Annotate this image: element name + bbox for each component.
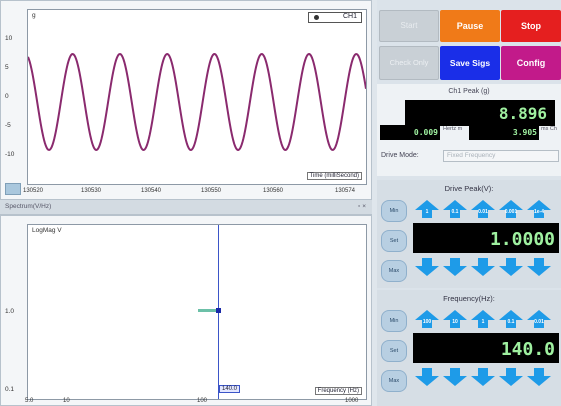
frequency-plot-title: LogMag V [32,227,62,234]
frequency-step-up-3-icon[interactable]: 1 [471,310,495,328]
x-tick: 130540 [141,188,162,194]
start-button[interactable]: Start [379,10,439,42]
y-tick: 0 [5,93,9,100]
frequency-section: Frequency(Hz): Min Set Max 100 10 1 0.1 … [377,290,561,406]
x-tick: 130520 [23,188,44,194]
frequency-value-display: 140.0 [413,333,559,363]
frequency-title: Frequency(Hz): [443,294,495,303]
step-label: 100 [422,319,432,325]
frequency-step-up-1-icon[interactable]: 100 [415,310,439,328]
y-tick: 0.1 [5,386,15,393]
x-tick: 10 [63,398,70,404]
drive-step-up-4-icon[interactable]: 0.001 [499,200,523,218]
step-label: 0.01 [534,319,544,325]
frequency-set-button[interactable]: Set [381,340,407,362]
step-label: 0.1 [507,319,515,325]
frequency-min-button[interactable]: Min [381,310,407,332]
drive-step-up-3-icon[interactable]: 0.01 [471,200,495,218]
time-plot-area[interactable]: g CH1 Time (milliSecond) [27,9,367,185]
y-tick: 1.0 [5,308,15,315]
save-sigs-button[interactable]: Save Sigs [440,46,500,80]
ch1-waveform-path [28,52,366,152]
drive-min-button[interactable]: Min [381,200,407,222]
splitter-label: Spectrum(V/Hz) [5,203,52,210]
peak-value-display: 8.896 [405,100,555,126]
spectrum-peak-point [216,308,221,313]
frequency-step-down-4-icon[interactable] [499,368,523,386]
plots-pane: 10 5 0 -5 -10 g CH1 Time (milliSecond) 1… [0,0,372,406]
check-only-button[interactable]: Check Only [379,46,439,80]
step-label: 0.1 [451,209,459,215]
min-value-display: 0.009 [380,125,440,140]
frequency-step-down-2-icon[interactable] [443,368,467,386]
drive-peak-title: Drive Peak(V): [444,184,494,193]
frequency-max-button[interactable]: Max [381,370,407,392]
legend-label: CH1 [342,13,357,20]
step-label: 1e-4 [533,209,544,215]
time-plot-title: g [32,12,36,19]
frequency-axis-label: Frequency (Hz) [314,387,362,395]
step-label: 1 [425,209,429,215]
x-tick: 5.0 [25,398,34,404]
x-tick: 100 [197,398,208,404]
drive-mode-label: Drive Mode: [381,152,419,159]
x-tick: 130560 [263,188,284,194]
x-tick: 130574 [335,188,356,194]
drive-step-up-1-icon[interactable]: 1 [415,200,439,218]
frequency-step-down-1-icon[interactable] [415,368,439,386]
frequency-step-up-5-icon[interactable]: 0.01 [527,310,551,328]
frequency-step-down-5-icon[interactable] [527,368,551,386]
y-tick: -10 [5,151,15,158]
x-tick: 130550 [201,188,222,194]
y-tick: 5 [5,64,9,71]
drive-step-down-5-icon[interactable] [527,258,551,276]
drive-max-button[interactable]: Max [381,260,407,282]
window-controls-icon[interactable]: ▫ × [358,203,366,210]
config-button[interactable]: Config [501,46,561,80]
control-pane: Start Pause Stop Check Only Save Sigs Co… [377,0,561,406]
drive-set-button[interactable]: Set [381,230,407,252]
step-label: 10 [452,319,458,325]
legend: CH1 [308,12,362,23]
frequency-plot-area[interactable]: LogMag V 140.0 Frequency (Hz) [27,224,367,400]
min-unit: Hertz m [443,126,463,132]
peak-label: Ch1 Peak (g) [448,88,490,95]
pause-button[interactable]: Pause [440,10,500,42]
frequency-step-up-2-icon[interactable]: 10 [443,310,467,328]
y-tick: -5 [5,122,11,129]
drive-step-down-4-icon[interactable] [499,258,523,276]
max-value-display: 3.905 [469,125,539,140]
peak-readout-section: Ch1 Peak (g) 8.896 0.009 Hertz m 3.905 m… [377,84,561,176]
spectrum-segment [198,309,218,312]
step-label: 0.001 [504,209,518,215]
drive-step-up-2-icon[interactable]: 0.1 [443,200,467,218]
frequency-plot-panel: 1.0 0.1 LogMag V 140.0 Frequency (Hz) 5.… [0,215,372,406]
frequency-step-down-3-icon[interactable] [471,368,495,386]
drive-step-down-1-icon[interactable] [415,258,439,276]
waveform-line [28,52,366,152]
drive-mode-select[interactable]: Fixed Frequency [443,150,559,162]
drive-step-down-2-icon[interactable] [443,258,467,276]
stop-button[interactable]: Stop [501,10,561,42]
step-label: 0.01 [478,209,488,215]
scroll-icon[interactable] [5,183,21,195]
drive-step-down-3-icon[interactable] [471,258,495,276]
time-plot-panel: 10 5 0 -5 -10 g CH1 Time (milliSecond) 1… [0,0,372,200]
x-tick: 1000 [345,398,359,404]
time-axis-label: Time (milliSecond) [306,172,362,180]
panel-splitter[interactable]: Spectrum(V/Hz) ▫ × [0,200,372,215]
step-label: 1 [481,319,485,325]
max-unit: ms Ch [541,126,557,132]
drive-step-up-5-icon[interactable]: 1e-4 [527,200,551,218]
legend-marker-icon [314,15,319,20]
drive-peak-section: Drive Peak(V): Min Set Max 1 0.1 0.01 0.… [377,180,561,288]
x-tick: 130530 [81,188,102,194]
cursor-value-tag: 140.0 [219,385,241,393]
drive-peak-value-display: 1.0000 [413,223,559,253]
y-tick: 10 [5,35,13,42]
frequency-step-up-4-icon[interactable]: 0.1 [499,310,523,328]
